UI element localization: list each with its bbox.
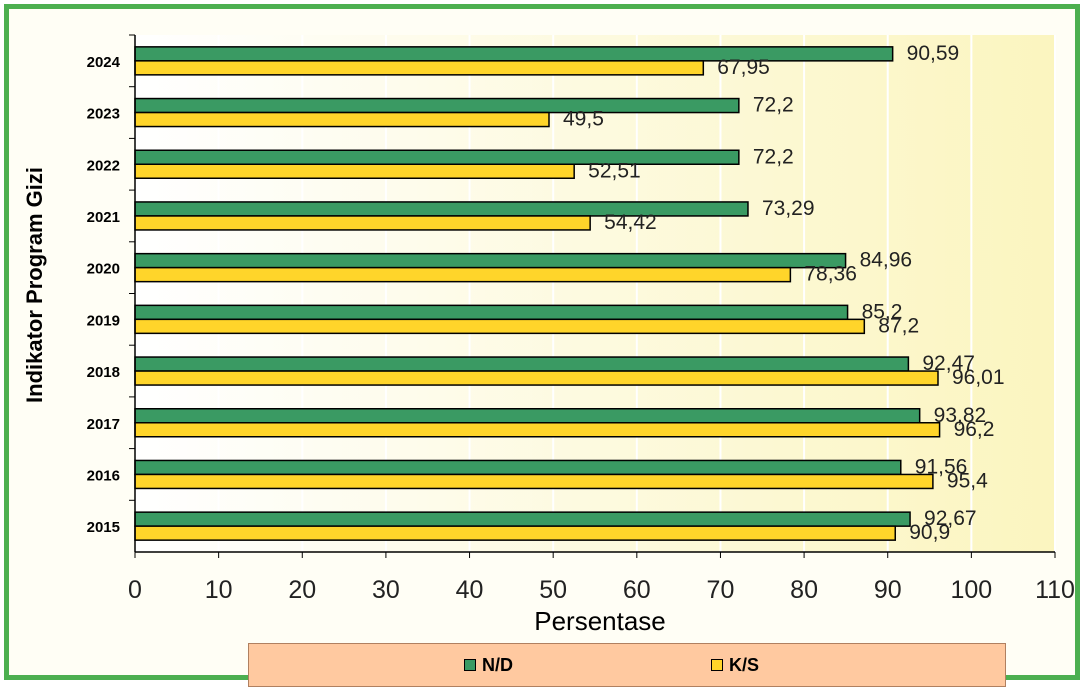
legend-label-nd: N/D (482, 654, 513, 675)
bar-ks-2016 (134, 473, 934, 490)
x-tick-label: 80 (790, 576, 818, 604)
bar-ks-2023 (134, 111, 550, 128)
data-label-ks-2021: 54,42 (604, 211, 657, 234)
x-tick-label: 40 (456, 576, 484, 604)
bar-nd-2024 (134, 46, 894, 62)
bar-ks-2015 (134, 525, 897, 541)
x-tick-label: 90 (874, 576, 902, 604)
data-label-ks-2022: 52,51 (588, 159, 641, 182)
data-label-ks-2023: 49,5 (563, 108, 604, 131)
bar-nd-2018 (134, 356, 910, 372)
bars (134, 46, 941, 541)
bar-ks-2022 (134, 163, 575, 179)
bar-nd-2019 (134, 304, 849, 321)
x-tick-label: 20 (288, 576, 316, 604)
data-label-nd-2015: 92,67 (924, 507, 977, 530)
legend-label-ks: K/S (729, 654, 760, 675)
bar-nd-2016 (134, 459, 902, 476)
bar-ks-2017 (134, 422, 941, 438)
x-tick-label: 60 (623, 576, 651, 604)
legend-swatch-nd-icon (464, 659, 476, 671)
y-axis-title: Indikator Program Gizi (22, 167, 47, 403)
legend-item-nd: N/D (464, 655, 513, 676)
x-tick-label: 100 (951, 576, 993, 604)
data-label-ks-2020: 78,36 (804, 263, 857, 286)
bar-ks-2024 (134, 60, 705, 76)
y-tick-label: 2016 (87, 467, 120, 484)
legend-item-ks: K/S (711, 655, 759, 676)
data-label-nd-2023: 72,2 (753, 94, 794, 117)
data-label-nd-2020: 84,96 (860, 249, 913, 272)
y-tick-label: 2020 (87, 261, 120, 278)
data-label-ks-2018: 96,01 (952, 366, 1005, 389)
data-label-ks-2019: 87,2 (878, 314, 919, 337)
data-label-nd-2021: 73,29 (762, 197, 815, 220)
y-tick-label: 2019 (87, 312, 120, 329)
data-label-nd-2024: 90,59 (907, 42, 960, 65)
y-tick-label: 2022 (87, 157, 120, 174)
data-label-nd-2016: 91,56 (915, 455, 968, 478)
x-tick-label: 10 (205, 576, 233, 604)
data-label-ks-2017: 96,2 (954, 418, 995, 441)
y-tick-label: 2017 (87, 416, 120, 433)
data-label-nd-2019: 85,2 (862, 300, 903, 323)
data-label-ks-2024: 67,95 (717, 56, 770, 79)
x-tick-label: 50 (539, 576, 567, 604)
x-tick-label: 110 (1035, 576, 1075, 604)
data-label-ks-2015: 90,9 (909, 521, 950, 544)
bar-ks-2021 (134, 215, 591, 231)
y-tick-label: 2023 (87, 106, 120, 123)
bar-nd-2022 (134, 149, 740, 165)
bar-nd-2020 (134, 252, 847, 269)
y-tick-label: 2015 (87, 519, 120, 536)
x-tick-label: 70 (707, 576, 735, 604)
x-tick-label: 0 (128, 576, 142, 604)
axes: 2015 2016 2017 2018 2019 2020 2021 2022 2023 2024… (87, 34, 1075, 604)
data-label-nd-2022: 72,2 (753, 145, 794, 168)
bar-nd-2015 (134, 511, 911, 527)
legend-swatch-ks-icon (711, 659, 723, 671)
bar-ks-2019 (134, 318, 866, 335)
data-label-nd-2018: 92,47 (922, 352, 975, 375)
bar-nd-2023 (134, 97, 740, 114)
data-label-ks-2016: 95,4 (947, 469, 988, 492)
bar-ks-2018 (134, 370, 939, 386)
x-tick-label: 30 (372, 576, 400, 604)
y-tick-label: 2024 (87, 54, 121, 71)
legend: N/D K/S (248, 643, 1006, 687)
x-axis-title: Persentase (534, 606, 666, 636)
bar-nd-2017 (134, 408, 921, 424)
y-tick-label: 2021 (87, 209, 120, 226)
bar-ks-2020 (134, 266, 792, 283)
data-label-nd-2017: 93,82 (934, 404, 987, 427)
y-tick-label: 2018 (87, 364, 120, 381)
